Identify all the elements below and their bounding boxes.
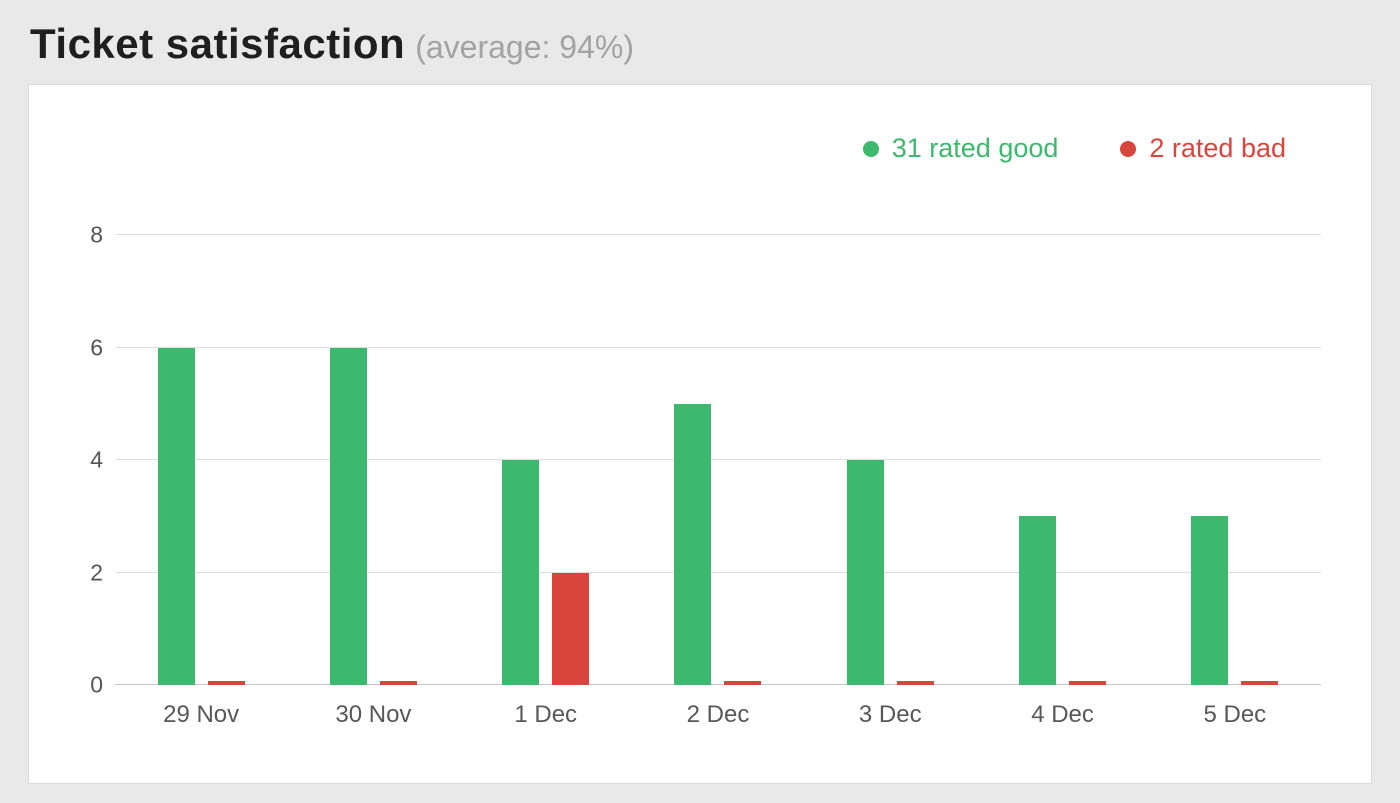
x-axis-label-2-dec: 2 Dec <box>686 701 750 728</box>
x-axis-label-29-nov: 29 Nov <box>163 701 240 728</box>
bar-group-29-nov: 29 Nov <box>115 235 287 728</box>
gridline-4 <box>115 459 1321 460</box>
bar-bad-2-dec[interactable] <box>724 681 762 685</box>
bar-good-5-dec[interactable] <box>1191 516 1229 685</box>
bar-group-2-dec: 2 Dec <box>632 235 804 728</box>
bars-2-dec <box>674 235 762 685</box>
x-axis-label-30-nov: 30 Nov <box>335 701 412 728</box>
page-header: Ticket satisfaction (average: 94%) <box>0 0 1400 68</box>
bar-good-4-dec[interactable] <box>1019 516 1057 685</box>
bars-1-dec <box>502 235 590 685</box>
gridline-6 <box>115 346 1321 348</box>
bar-group-3-dec: 3 Dec <box>804 235 976 728</box>
legend-good-dot <box>862 140 879 157</box>
page-subtitle: (average: 94%) <box>415 29 634 65</box>
chart-area: 0 2 4 6 8 29 Nov 30 Nov 1 Dec 2 Dec 3 Dec 4 Dec 5 … <box>90 223 1321 728</box>
legend-item-bad[interactable]: 2 rated bad <box>1120 133 1286 164</box>
legend-bad-dot <box>1120 140 1137 157</box>
chart-legend: 31 rated good 2 rated bad <box>862 133 1286 164</box>
bar-bad-5-dec[interactable] <box>1241 681 1279 685</box>
bars-30-nov <box>329 235 417 685</box>
legend-good-label: 31 rated good <box>891 133 1059 163</box>
bar-bad-30-nov[interactable] <box>379 681 417 685</box>
bar-good-1-dec[interactable] <box>502 460 540 685</box>
y-axis-tick-8: 8 <box>90 221 103 248</box>
bars-3-dec <box>846 235 934 685</box>
y-axis-tick-0: 0 <box>90 671 103 698</box>
y-axis-tick-2: 2 <box>90 559 103 585</box>
x-axis-label-5-dec: 5 Dec <box>1203 701 1267 728</box>
chart-card: 31 rated good 2 rated bad 0 2 4 6 8 29 Nov 30… <box>28 84 1372 784</box>
bar-group-4-dec: 4 Dec <box>976 235 1148 728</box>
bar-good-2-dec[interactable] <box>674 403 712 685</box>
bar-group-30-nov: 30 Nov <box>287 235 459 728</box>
bars-29-nov <box>157 235 245 685</box>
bar-bad-29-nov[interactable] <box>207 681 245 685</box>
bar-bad-3-dec[interactable] <box>896 681 934 685</box>
bar-good-3-dec[interactable] <box>846 460 884 685</box>
y-axis-tick-4: 4 <box>90 446 103 473</box>
page-title: Ticket satisfaction <box>30 20 406 67</box>
bar-group-5-dec: 5 Dec <box>1149 235 1321 728</box>
gridline-8 <box>115 234 1321 235</box>
y-axis-tick-6: 6 <box>90 334 103 360</box>
x-axis-label-4-dec: 4 Dec <box>1031 701 1094 728</box>
bar-good-29-nov[interactable] <box>157 347 195 685</box>
gridlines: 0 2 4 6 8 <box>90 223 1321 696</box>
x-axis-label-1-dec: 1 Dec <box>514 701 578 728</box>
bars-5-dec <box>1191 235 1279 685</box>
bar-bad-1-dec[interactable] <box>552 572 590 685</box>
bar-bad-4-dec[interactable] <box>1069 681 1107 685</box>
bars-4-dec <box>1019 235 1107 685</box>
legend-bad-label: 2 rated bad <box>1149 133 1286 163</box>
x-axis-label-3-dec: 3 Dec <box>858 701 922 728</box>
bar-group-1-dec: 1 Dec <box>460 235 632 728</box>
gridline-0 <box>115 684 1321 685</box>
gridline-2 <box>115 571 1321 573</box>
plot-area: 29 Nov 30 Nov 1 Dec 2 Dec 3 Dec 4 Dec 5 Dec <box>115 235 1321 728</box>
bar-good-30-nov[interactable] <box>329 347 367 685</box>
legend-item-good[interactable]: 31 rated good <box>862 133 1059 164</box>
